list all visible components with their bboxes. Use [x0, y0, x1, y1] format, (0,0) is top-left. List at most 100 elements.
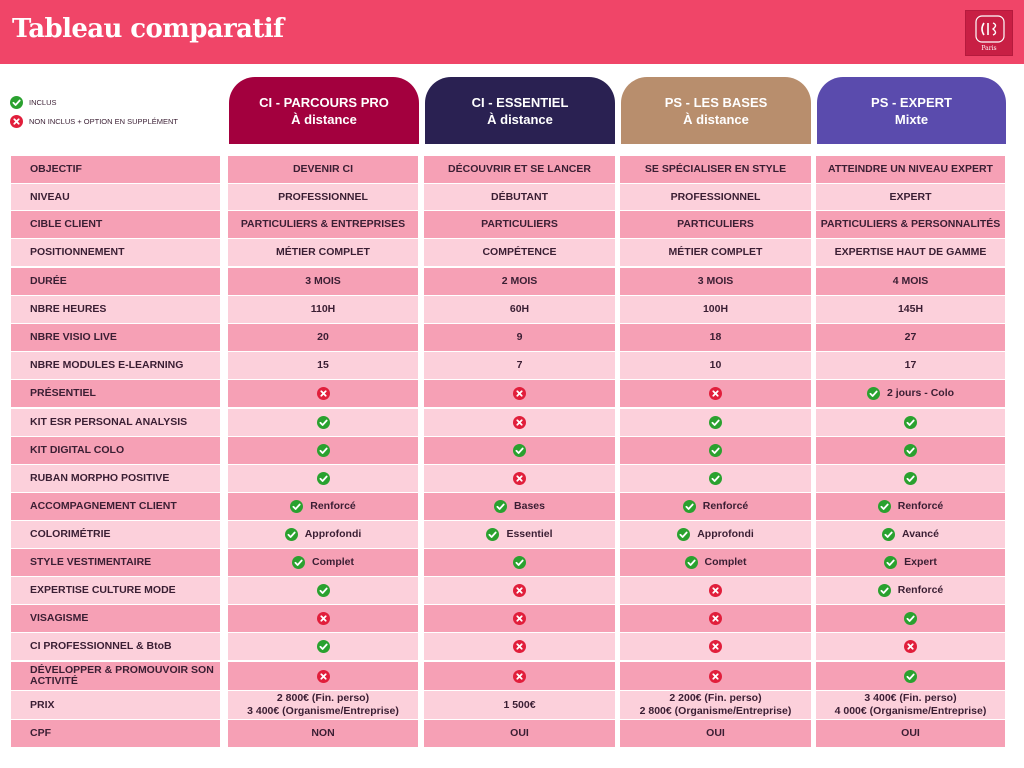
row-label: PRÉSENTIEL [11, 380, 220, 407]
check-icon [486, 528, 500, 541]
table-cell: 3 MOIS [228, 268, 418, 295]
table-row: RUBAN MORPHO POSITIVE [0, 465, 1024, 492]
table-row: NIVEAU PROFESSIONNEL DÉBUTANT PROFESSIONNEL… [0, 184, 1024, 210]
check-icon [677, 528, 691, 541]
table-cell [228, 662, 418, 690]
table-cell [424, 633, 615, 660]
cross-icon [513, 612, 526, 625]
check-icon [513, 444, 526, 457]
cross-icon [316, 387, 330, 400]
cell-text: DÉCOUVRIR ET SE LANCER [448, 163, 591, 175]
table-cell [620, 380, 811, 407]
table-cell: EXPERTISE HAUT DE GAMME [816, 239, 1005, 266]
header-banner: Tableau comparatif Paris [0, 0, 1024, 64]
table-cell [424, 437, 615, 464]
table-cell [424, 465, 615, 492]
table-cell [228, 437, 418, 464]
cell-text-line: 2 200€ (Fin. perso) [669, 692, 762, 704]
table-cell [424, 549, 615, 576]
cell-text: Expert [904, 556, 937, 568]
table-cell [424, 380, 615, 407]
check-icon [884, 556, 898, 569]
cell-text: 17 [904, 359, 917, 371]
table-cell: Complet [228, 549, 418, 576]
table-row: VISAGISME [0, 605, 1024, 632]
column-header-parcours-pro: CI - PARCOURS PRO À distance [229, 77, 419, 144]
cell-text: COMPÉTENCE [482, 246, 557, 258]
check-icon [904, 472, 917, 485]
check-icon [709, 444, 722, 457]
row-label: NBRE HEURES [11, 296, 220, 323]
table-cell: 27 [816, 324, 1005, 351]
cell-text: Renforcé [310, 500, 356, 512]
cross-icon [513, 472, 526, 485]
check-icon [290, 500, 304, 513]
cell-text: 100H [702, 303, 729, 315]
check-icon [866, 387, 880, 400]
cell-text: EXPERT [889, 190, 932, 203]
table-cell: PARTICULIERS & PERSONNALITÉS [816, 211, 1005, 238]
cell-text: 145H [897, 303, 924, 315]
cell-text: OUI [901, 727, 920, 739]
table-row: NBRE MODULES E-LEARNING 15 7 10 17 [0, 352, 1024, 379]
check-icon [904, 612, 917, 625]
table-cell: 10 [620, 352, 811, 379]
cell-text: 9 [516, 331, 523, 343]
cell-text: 10 [709, 359, 722, 371]
table-cell: EXPERT [816, 184, 1005, 210]
cell-text: EXPERTISE HAUT DE GAMME [834, 246, 987, 258]
table-row: CPF NON OUI OUI OUI [0, 720, 1024, 747]
row-label: OBJECTIF [11, 156, 220, 183]
row-label: KIT DIGITAL COLO [11, 437, 220, 464]
cell-text: PROFESSIONNEL [278, 190, 368, 203]
check-icon [292, 556, 305, 569]
table-cell: SE SPÉCIALISER EN STYLE [620, 156, 811, 183]
row-label: CIBLE CLIENT [11, 211, 220, 238]
table-cell: OUI [816, 720, 1005, 747]
cell-text: 3 MOIS [697, 275, 734, 287]
cell-text: 2 MOIS [501, 275, 538, 287]
row-label: PRIX [11, 691, 220, 719]
cross-icon [10, 115, 23, 128]
table-cell: PARTICULIERS [424, 211, 615, 238]
cell-text: 2 200€ (Fin. perso) 2 800€ (Organisme/Ent… [640, 692, 792, 718]
column-header-essentiel: CI - ESSENTIEL À distance [425, 77, 615, 144]
table-cell: MÉTIER COMPLET [620, 239, 811, 266]
table-cell: ATTEINDRE UN NIVEAU EXPERT [816, 156, 1005, 183]
logo-caption: Paris [981, 45, 997, 52]
cross-icon [513, 640, 526, 653]
table-row: KIT DIGITAL COLO [0, 437, 1024, 464]
cell-text: MÉTIER COMPLET [668, 246, 763, 258]
check-icon [284, 528, 298, 541]
table-row: COLORIMÉTRIE Approfondi Essentiel Approfond… [0, 521, 1024, 548]
legend-not-included-label: NON INCLUS + OPTION EN SUPPLÉMENT [29, 117, 178, 126]
table-cell: 2 jours - Colo [816, 380, 1005, 407]
check-icon [316, 584, 330, 597]
row-label: NIVEAU [11, 184, 220, 210]
cross-icon [513, 669, 526, 683]
table-row: CI PROFESSIONNEL & BtoB [0, 633, 1024, 660]
table-cell [620, 465, 811, 492]
column-title: PS - LES BASES [664, 95, 768, 110]
table-row: DÉVELOPPER & PROMOUVOIR SON ACTIVITÉ [0, 662, 1024, 690]
table-cell: 18 [620, 324, 811, 351]
cell-text: 20 [317, 331, 329, 343]
cell-text: Bases [514, 500, 545, 512]
table-row: PRIX 2 800€ (Fin. perso) 3 400€ (Organisme… [0, 691, 1024, 719]
table-cell: 1 500€ [424, 691, 615, 719]
table-row: KIT ESR PERSONAL ANALYSIS [0, 409, 1024, 436]
table-cell: 2 MOIS [424, 268, 615, 295]
table-cell [620, 577, 811, 604]
check-icon [316, 416, 330, 429]
table-cell: Renforcé [816, 493, 1005, 520]
table-cell [228, 380, 418, 407]
cell-text-line: 4 000€ (Organisme/Entreprise) [834, 705, 987, 717]
cell-text: Renforcé [897, 584, 944, 596]
table-cell [816, 662, 1005, 690]
table-cell [816, 437, 1005, 464]
page-title: Tableau comparatif [12, 14, 284, 44]
check-icon [904, 669, 917, 683]
table-cell: Renforcé [228, 493, 418, 520]
table-cell [620, 437, 811, 464]
table-cell: 2 800€ (Fin. perso) 3 400€ (Organisme/Ent… [228, 691, 418, 719]
